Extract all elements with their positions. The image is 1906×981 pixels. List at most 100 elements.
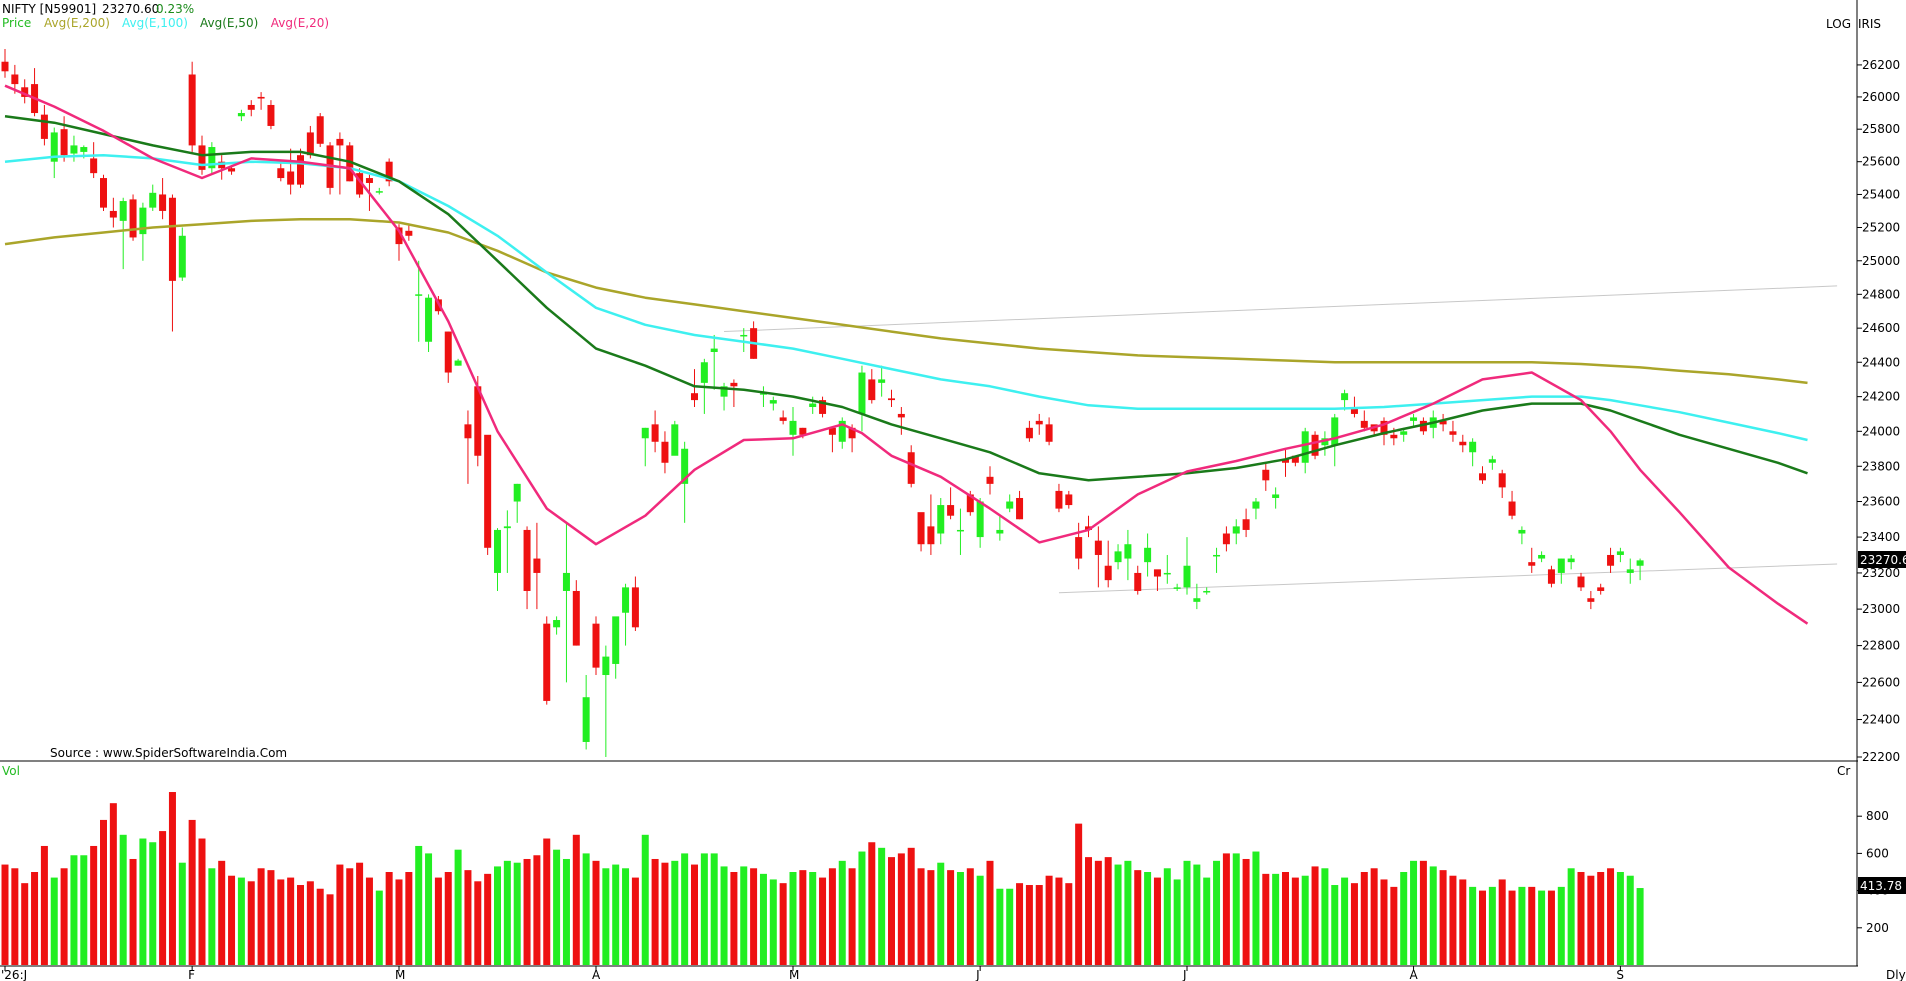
volume-bar bbox=[641, 834, 649, 965]
volume-bar bbox=[297, 885, 304, 965]
volume-bar bbox=[415, 845, 423, 965]
volume-bar bbox=[21, 883, 29, 965]
volume-bar bbox=[1104, 857, 1112, 965]
volume-bar bbox=[1134, 870, 1142, 965]
volume-bar bbox=[1528, 886, 1536, 965]
candle-body bbox=[198, 145, 206, 170]
volume-tick-label: 200 bbox=[1866, 921, 1889, 935]
legend-item: Avg(E,200) bbox=[44, 16, 110, 30]
candle-body bbox=[1587, 598, 1595, 602]
volume-bar bbox=[1390, 886, 1398, 965]
candle-body bbox=[159, 194, 167, 211]
candle-body bbox=[1321, 438, 1329, 446]
candle-body bbox=[572, 590, 580, 646]
x-tick-label: M bbox=[789, 968, 799, 981]
volume-bar bbox=[1400, 872, 1408, 965]
candle-body bbox=[1232, 526, 1240, 534]
candle-body bbox=[1577, 576, 1585, 588]
volume-bar bbox=[1479, 890, 1486, 965]
candle-body bbox=[602, 656, 610, 676]
last-price-label: 23270.60 bbox=[102, 2, 159, 16]
volume-bar bbox=[1114, 864, 1122, 965]
candle-body bbox=[1104, 565, 1112, 581]
volume-bar bbox=[188, 819, 196, 965]
volume-bar bbox=[1065, 883, 1073, 965]
candle-body bbox=[1, 61, 9, 72]
candle-body bbox=[868, 379, 876, 401]
volume-bar bbox=[1085, 857, 1092, 965]
volume-bar bbox=[100, 819, 107, 965]
volume-bar bbox=[809, 872, 817, 965]
price-tick-label: 22400 bbox=[1862, 713, 1900, 727]
volume-bar bbox=[868, 842, 876, 965]
volume-bar bbox=[937, 862, 945, 965]
candle-body bbox=[277, 168, 285, 179]
candle-body bbox=[149, 192, 157, 208]
candle-body bbox=[70, 145, 78, 154]
volume-bar bbox=[631, 877, 639, 965]
volume-bar bbox=[494, 866, 501, 965]
volume-bar bbox=[306, 881, 314, 965]
candle-body bbox=[1025, 427, 1033, 439]
candle-body bbox=[415, 294, 423, 296]
volume-bars bbox=[1, 792, 1644, 965]
candle-body bbox=[878, 379, 886, 383]
candle-body bbox=[109, 210, 117, 218]
volume-bar bbox=[336, 864, 344, 965]
volume-bar bbox=[474, 881, 482, 965]
candle-body bbox=[1626, 569, 1634, 573]
volume-bar bbox=[1321, 868, 1329, 965]
candle-body bbox=[1242, 519, 1250, 530]
candle-body bbox=[917, 512, 925, 545]
candle-body bbox=[1222, 533, 1230, 545]
volume-bar bbox=[878, 847, 886, 965]
log-scale-toggle[interactable]: LOG bbox=[1826, 17, 1851, 31]
candle-body bbox=[1538, 554, 1546, 559]
price-badge: 23270.6 bbox=[1860, 553, 1906, 567]
candle-body bbox=[1301, 431, 1309, 463]
volume-bar bbox=[1577, 872, 1585, 965]
price-tick-label: 26000 bbox=[1862, 90, 1900, 104]
price-tick-label: 24200 bbox=[1862, 390, 1900, 404]
volume-bar bbox=[1410, 860, 1418, 965]
candle-body bbox=[1557, 558, 1565, 573]
volume-bar bbox=[139, 838, 147, 965]
volume-bar bbox=[779, 883, 787, 965]
volume-bar bbox=[612, 864, 620, 965]
volume-bar bbox=[1449, 875, 1457, 965]
candle-body bbox=[1547, 569, 1555, 584]
change-label: 0.23% bbox=[156, 2, 194, 16]
candle-body bbox=[631, 587, 639, 628]
candle-body bbox=[21, 87, 29, 97]
price-tick-label: 24600 bbox=[1862, 321, 1900, 335]
candle-body bbox=[40, 114, 48, 139]
volume-bar bbox=[1242, 858, 1250, 965]
volume-bar bbox=[80, 855, 88, 965]
candle-body bbox=[237, 113, 245, 117]
volume-bar bbox=[1419, 860, 1427, 965]
candle-body bbox=[700, 362, 708, 383]
candle-body bbox=[592, 623, 600, 668]
candle-body bbox=[454, 360, 462, 366]
candle-body bbox=[297, 155, 304, 185]
volume-tick-label: 800 bbox=[1866, 809, 1889, 823]
volume-bar bbox=[1144, 872, 1152, 965]
candle-body bbox=[1508, 501, 1516, 516]
candle-body bbox=[1459, 441, 1467, 446]
price-tick-label: 25800 bbox=[1862, 122, 1900, 136]
candle-body bbox=[11, 74, 19, 85]
volume-unit-label: Cr bbox=[1837, 764, 1850, 778]
legend-item: Price bbox=[2, 16, 31, 30]
volume-bar bbox=[1213, 860, 1221, 965]
x-tick-label: J bbox=[975, 968, 980, 981]
volume-bar bbox=[720, 866, 728, 965]
volume-bar bbox=[1557, 886, 1565, 965]
volume-bar bbox=[523, 858, 531, 965]
candle-body bbox=[405, 230, 413, 236]
volume-bar bbox=[1232, 853, 1240, 965]
price-tick-label: 24800 bbox=[1862, 287, 1900, 301]
volume-bar bbox=[730, 872, 738, 965]
price-tick-label: 22800 bbox=[1862, 639, 1900, 653]
